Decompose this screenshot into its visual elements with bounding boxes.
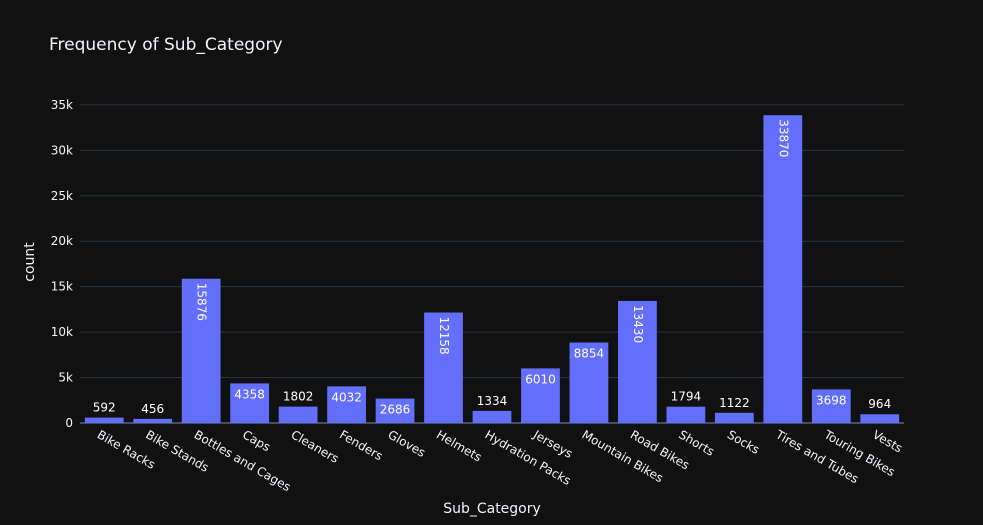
y-tick-label: 15k	[51, 280, 73, 294]
bar-value-label: 1122	[719, 396, 750, 410]
bar[interactable]	[860, 414, 900, 423]
bar[interactable]	[666, 406, 706, 423]
bar-value-label: 3698	[816, 393, 847, 407]
bar[interactable]	[569, 342, 609, 423]
bar-value-label: 964	[868, 397, 891, 411]
y-tick-label: 20k	[51, 234, 73, 248]
y-tick-label: 25k	[51, 189, 73, 203]
bar[interactable]	[714, 412, 754, 423]
bar[interactable]	[327, 386, 366, 423]
y-tick-label: 10k	[51, 325, 73, 339]
bars	[84, 115, 900, 423]
y-tick-label: 5k	[58, 371, 73, 385]
bar-value-label: 456	[141, 402, 164, 416]
bar-value-label: 13430	[631, 305, 645, 343]
x-axis-title: Sub_Category	[443, 501, 541, 517]
bar-value-label: 4358	[234, 387, 265, 401]
bar-value-label: 1802	[283, 390, 314, 404]
bar-value-label: 1794	[671, 390, 702, 404]
y-tick-label: 35k	[51, 98, 73, 112]
bar[interactable]	[811, 389, 851, 423]
bar-value-label: 12158	[437, 317, 451, 355]
bar-value-label: 33870	[776, 119, 790, 157]
bar-value-label: 15876	[195, 283, 209, 321]
bar-value-label: 1334	[477, 394, 508, 408]
bar[interactable]	[375, 398, 415, 423]
bar[interactable]	[424, 312, 463, 423]
y-tick-label: 30k	[51, 143, 73, 157]
bar-value-labels: 592 456 15876 4358 1802 4032 2686 12158 1334 6010…	[93, 119, 891, 416]
bar[interactable]	[618, 300, 657, 423]
bar[interactable]	[230, 383, 270, 423]
bar[interactable]	[521, 368, 560, 423]
bar[interactable]	[181, 278, 221, 423]
y-tick-label: 0	[65, 416, 73, 430]
bar[interactable]	[133, 418, 173, 423]
bar-value-label: 2686	[380, 403, 411, 417]
bar-value-label: 8854	[574, 347, 605, 361]
bar[interactable]	[472, 410, 512, 423]
chart-title: Frequency of Sub_Category	[49, 35, 283, 55]
bar-value-label: 4032	[331, 390, 362, 404]
bar[interactable]	[278, 406, 318, 423]
bar[interactable]	[763, 115, 803, 423]
bar[interactable]	[84, 417, 124, 423]
bar-value-label: 6010	[525, 372, 556, 386]
y-axis-title: count	[22, 242, 38, 282]
y-axis-ticks: 0 5k 10k 15k 20k 25k 30k 35k	[51, 98, 73, 430]
bar-value-label: 592	[93, 401, 116, 415]
